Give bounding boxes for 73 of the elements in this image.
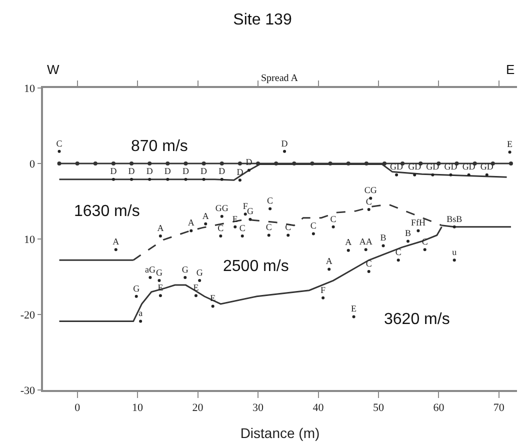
data-label: aG	[144, 264, 156, 274]
data-label: F	[320, 284, 326, 295]
data-label: D	[182, 166, 190, 176]
data-label: C	[395, 247, 402, 258]
annotation: 1630 m/s	[74, 203, 140, 220]
data-label: E	[351, 304, 358, 314]
text: E	[506, 62, 515, 77]
data-label: CG	[364, 185, 378, 196]
annotation: 2500 m/s	[223, 258, 289, 275]
data-label: BsB	[446, 214, 462, 224]
data-label: A	[202, 210, 210, 221]
data-label: G	[182, 264, 189, 274]
data-label: C	[239, 222, 246, 233]
data-label: A	[345, 237, 352, 248]
data-label: G	[156, 267, 163, 278]
data-label: D	[146, 166, 154, 176]
data-label: C	[266, 222, 272, 232]
data-label: A	[157, 222, 164, 233]
data-label: D	[110, 166, 118, 176]
data-label: AA	[359, 236, 373, 246]
data-label: A	[326, 256, 333, 266]
x-tick-label: 50	[372, 402, 384, 414]
data-label: C	[366, 258, 372, 268]
data-label: E	[193, 282, 200, 293]
data-label: C	[218, 222, 224, 233]
y-tick-label: -20	[20, 309, 36, 322]
x-tick-label: 40	[312, 402, 324, 414]
data-label: G	[246, 206, 254, 216]
data-label: E	[507, 139, 514, 150]
data-label: B	[380, 232, 386, 243]
data-label: D	[200, 166, 208, 176]
data-label: D	[218, 166, 226, 176]
x-tick-label: 30	[252, 402, 264, 414]
data-label: C	[310, 220, 316, 231]
y-tick-label: 10	[24, 234, 36, 246]
text: Spread A	[261, 73, 299, 84]
x-tick-label: 70	[493, 402, 505, 414]
data-label: GD	[462, 162, 476, 172]
data-label: GD	[408, 162, 422, 172]
chart-title: Site 139	[233, 12, 292, 29]
x-tick-label: 0	[74, 402, 81, 414]
y-tick-label: 0	[30, 158, 36, 170]
data-label: GD	[444, 162, 458, 172]
annotation: 870 m/s	[131, 138, 188, 155]
data-label: F	[242, 200, 248, 211]
data-label: C	[285, 222, 292, 232]
data-label: GD	[480, 162, 494, 172]
data-label: FfH	[410, 218, 426, 228]
data-label: A	[188, 218, 195, 228]
text: W	[47, 62, 60, 77]
data-label: D	[236, 166, 244, 177]
x-axis-title: Distance (m)	[240, 424, 320, 441]
data-label: u	[452, 247, 458, 258]
data-label: a	[138, 308, 143, 318]
data-label: B	[404, 228, 411, 238]
data-label: A	[112, 236, 120, 246]
data-label: C	[56, 138, 62, 148]
x-tick-label: 60	[433, 402, 445, 414]
data-label: G	[196, 267, 204, 278]
data-label: C	[267, 196, 274, 206]
y-tick-label: 10	[24, 82, 36, 95]
data-label: GD	[390, 162, 404, 172]
annotation: 3620 m/s	[384, 311, 450, 328]
data-label: C	[330, 214, 336, 224]
x-tick-label: 10	[132, 402, 144, 414]
data-label: D	[128, 166, 136, 176]
data-label: G	[133, 283, 140, 294]
data-label: GG	[215, 203, 229, 214]
data-label: GD	[426, 162, 440, 172]
y-tick-label: -30	[20, 384, 36, 397]
data-label: D	[164, 166, 172, 176]
data-label: D	[281, 138, 288, 148]
x-tick-label: 20	[192, 402, 204, 414]
